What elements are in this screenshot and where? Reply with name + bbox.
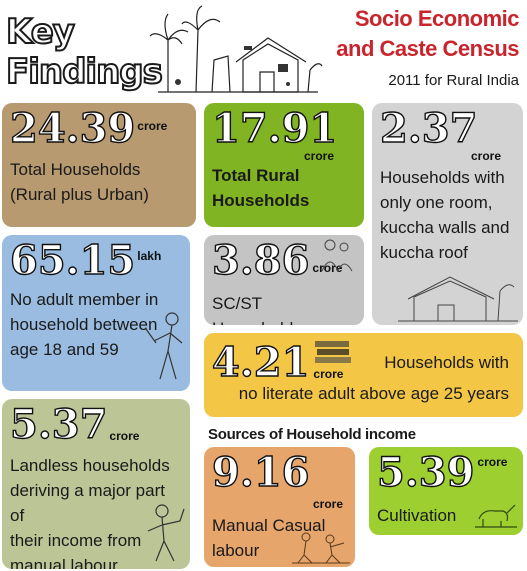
one-room-desc-2: only one room, <box>380 193 493 212</box>
total-households-value: 24.39 <box>9 105 136 152</box>
card-no-literate-adult: 4.21 crore Households with no literate a… <box>204 333 523 417</box>
manual-casual-unit: crore <box>312 497 343 511</box>
one-room-desc-3: kuccha walls and <box>380 218 510 237</box>
cultivation-unit: crore <box>477 455 508 469</box>
landless-value: 5.37 <box>9 401 108 448</box>
rural-households-desc-2: Households <box>212 191 310 210</box>
card-cultivation: 5.39 crore Cultivation <box>369 447 523 535</box>
ox-plough-sketch-icon <box>475 504 517 528</box>
total-households-desc-2: (Rural plus Urban) <box>10 185 149 204</box>
one-room-desc-1: Households with <box>380 168 505 187</box>
landless-unit: crore <box>109 429 140 443</box>
total-households-unit: crore <box>137 119 168 133</box>
village-sketch-illustration <box>149 5 323 93</box>
card-total-households: 24.39 crore Total Households (Rural plus… <box>2 103 196 227</box>
landless-desc-2: deriving a major part of <box>10 481 165 525</box>
key-findings-line2: Findings <box>5 51 164 93</box>
kuccha-hut-sketch-icon <box>398 276 518 322</box>
one-room-unit: crore <box>470 149 501 163</box>
rural-households-value: 17.91 <box>211 105 338 152</box>
census-title-line1: Socio Economic <box>354 6 520 31</box>
no-adult-desc-1: No adult member in <box>10 290 159 309</box>
card-manual-casual-labour: 9.16 crore Manual Casual labour <box>204 447 355 567</box>
cultivation-value: 5.39 <box>376 449 475 496</box>
landless-desc-3: their income from <box>10 531 142 550</box>
no-adult-value: 65.15 <box>9 237 136 284</box>
family-sketch-icon <box>321 239 353 272</box>
no-adult-desc-3: age 18 and 59 <box>10 340 119 359</box>
scst-unit: crore <box>312 261 343 275</box>
census-title: Socio Economic and Caste Census <box>319 4 519 64</box>
scst-value: 3.86 <box>211 237 310 284</box>
scst-desc-1: SC/ST Households <box>212 294 302 325</box>
labourer-sketch-icon <box>147 504 185 562</box>
cultivation-desc-1: Cultivation <box>377 506 457 525</box>
manual-casual-desc-1: Manual Casual <box>212 516 326 535</box>
no-adult-unit: lakh <box>137 249 162 263</box>
rural-households-unit: crore <box>303 149 334 163</box>
manual-casual-desc-2: labour <box>212 541 260 560</box>
rural-households-desc-1: Total Rural <box>212 166 300 185</box>
key-findings-line1: Key <box>5 11 76 53</box>
card-one-room-households: 2.37 crore Households with only one room… <box>372 103 523 325</box>
workers-sketch-icon <box>292 532 350 564</box>
books-icon <box>315 341 352 363</box>
one-room-value: 2.37 <box>379 105 478 152</box>
key-findings-title: Key Findings <box>5 11 164 93</box>
manual-casual-value: 9.16 <box>211 449 310 496</box>
card-rural-households: 17.91 crore Total Rural Households <box>204 103 364 227</box>
no-literate-unit: crore <box>313 367 344 381</box>
no-literate-desc-1: Households with <box>384 353 509 372</box>
elderly-person-sketch-icon <box>145 312 183 380</box>
landless-desc-4: manual labour <box>10 556 118 569</box>
census-title-line2: and Caste Census <box>336 36 519 61</box>
card-landless-households: 5.37 crore Landless households deriving … <box>2 399 190 569</box>
no-adult-desc-2: household between <box>10 315 158 334</box>
total-households-desc-1: Total Households <box>10 160 141 179</box>
income-sources-label: Sources of Household income <box>208 426 416 443</box>
landless-desc-1: Landless households <box>10 456 170 475</box>
no-literate-value: 4.21 <box>211 339 310 386</box>
card-no-adult-member: 65.15 lakh No adult member in household … <box>2 235 190 391</box>
one-room-desc-4: kuccha roof <box>380 243 468 262</box>
card-scst-households: 3.86 crore SC/ST Households <box>204 235 364 325</box>
census-subtitle: 2011 for Rural India <box>388 72 519 89</box>
no-literate-desc-2: no literate adult above age 25 years <box>238 384 509 403</box>
